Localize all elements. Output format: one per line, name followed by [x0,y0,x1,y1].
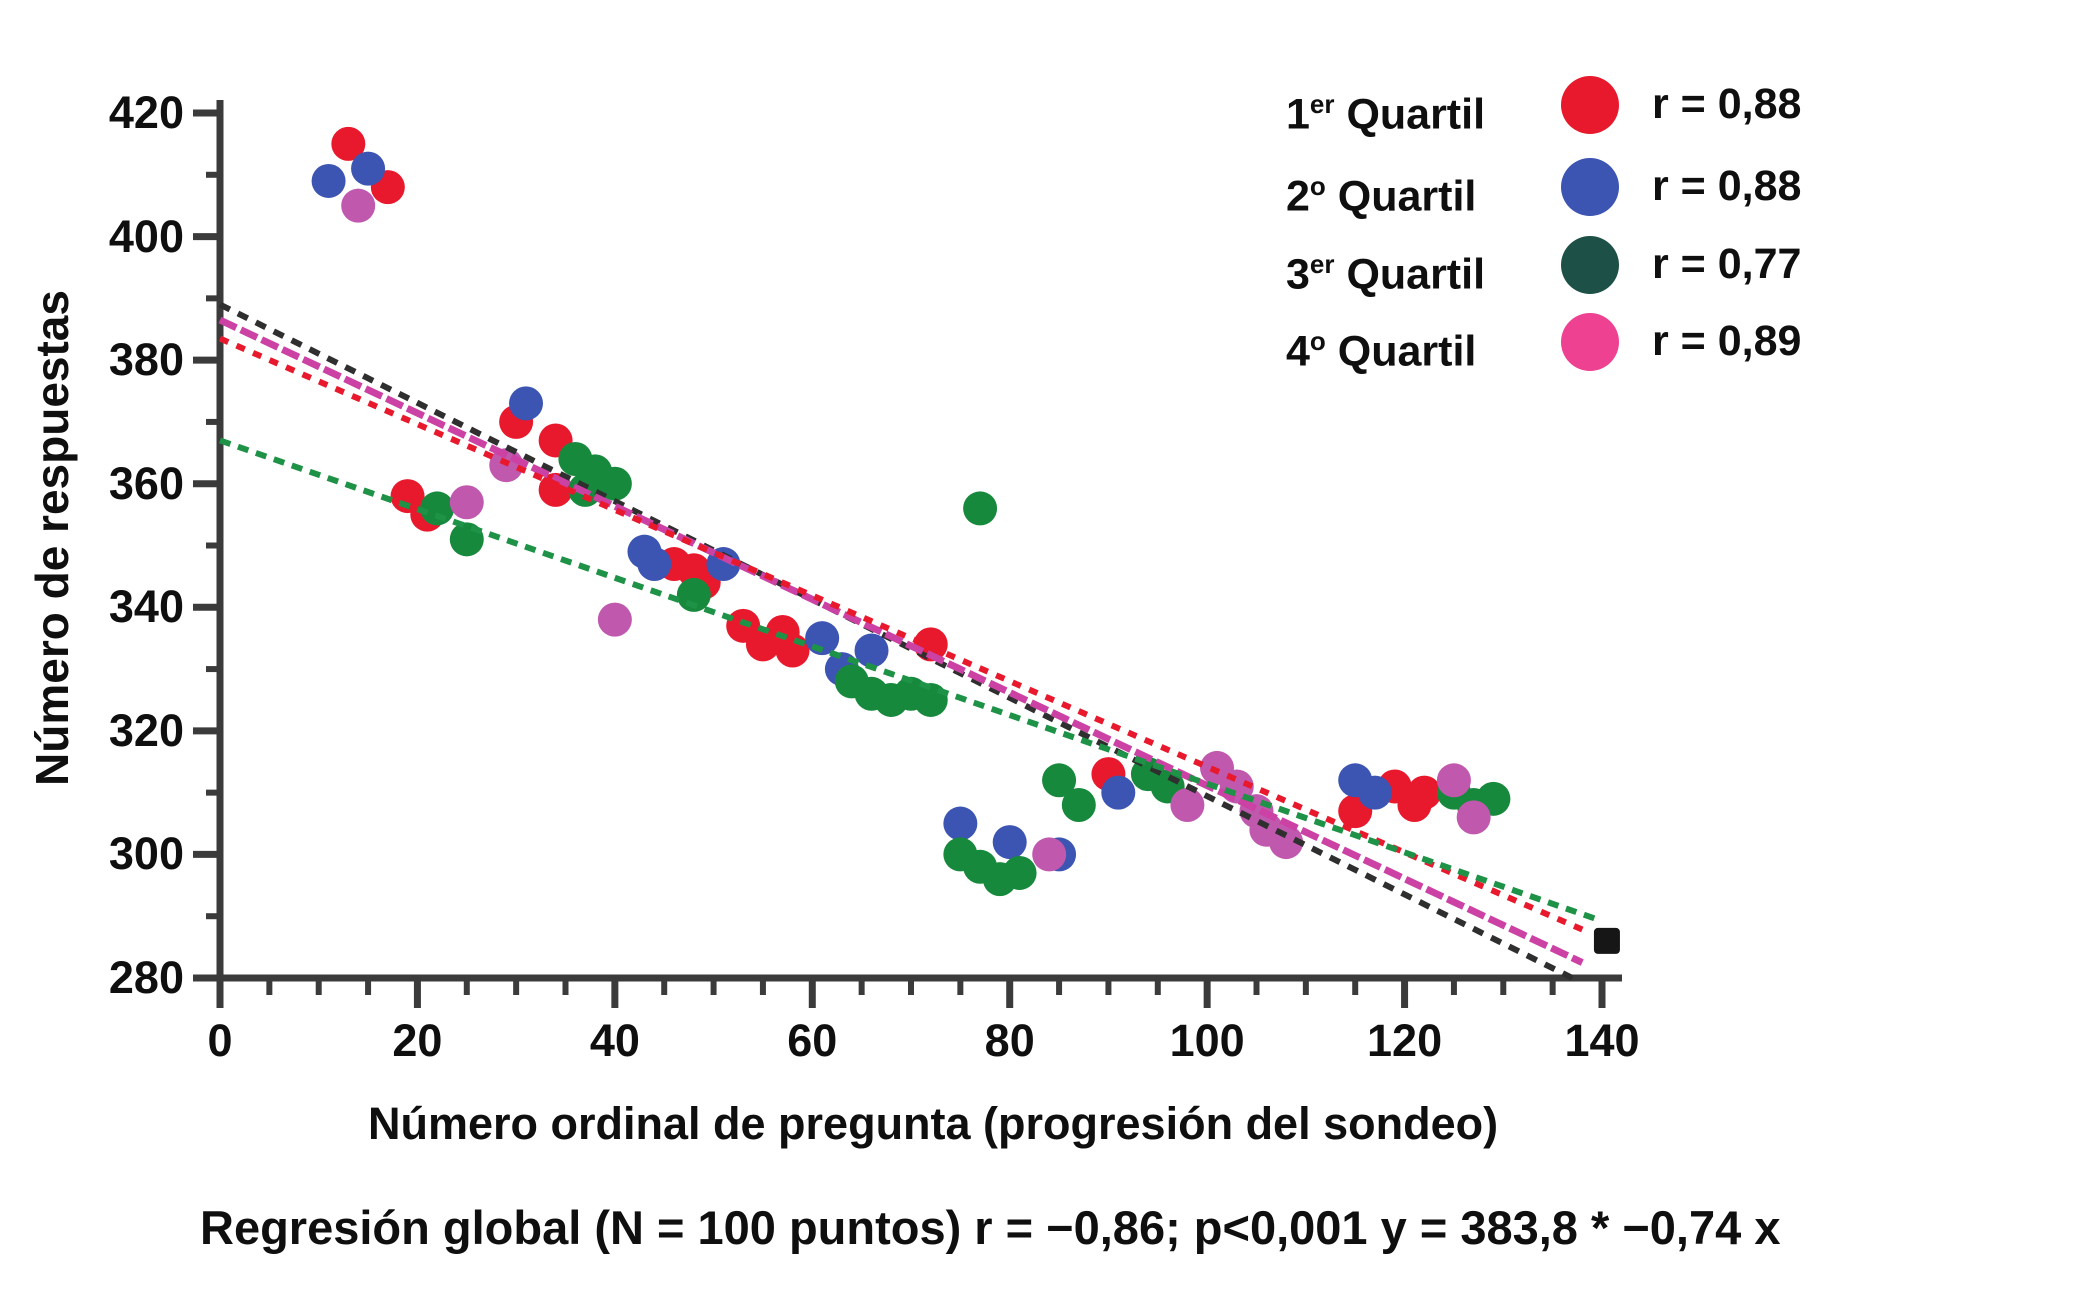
legend-r-value: r = 0,89 [1652,317,1802,365]
x-tick-label: 120 [1367,1015,1443,1066]
global-regression-caption: Regresión global (N = 100 puntos) r = −0… [200,1201,1781,1254]
legend-color-dot [1561,236,1619,294]
scatter-point-q4 [1170,788,1205,822]
x-tick-label: 140 [1564,1015,1640,1066]
y-tick-label: 360 [108,457,184,509]
legend-r-value: r = 0,88 [1652,80,1802,128]
legend-item-label: 2o Quartil [1286,171,1477,221]
y-tick-label: 340 [108,581,184,633]
x-tick-label: 60 [787,1015,838,1066]
legend-item-label: 4o Quartil [1286,326,1477,376]
scatter-point-q2 [637,547,672,582]
scatter-point-q3 [1042,763,1077,798]
line-end-marker [1593,927,1620,954]
legend-color-dot [1561,313,1619,371]
regression-red-line [218,335,1589,935]
scatter-point-q3 [676,577,711,612]
legend-r-value: r = 0,88 [1652,162,1802,210]
scatter-point-q1 [1407,775,1442,810]
y-tick-label: 280 [108,952,184,1003]
axes-lines [216,100,1622,982]
scatter-point-q2 [992,825,1027,860]
x-tick-label: 80 [984,1015,1035,1066]
scatter-point-q2 [1101,775,1136,810]
scatter-point-q4 [1456,800,1491,835]
y-tick-label: 380 [108,334,184,386]
scatter-point-q2 [854,633,889,668]
scatter-point-q2 [311,163,346,198]
y-tick-label: 420 [108,87,184,138]
scatter-point-q2 [943,806,978,841]
x-tick-label: 40 [589,1015,640,1066]
x-tick-label: 0 [207,1015,233,1066]
scatter-point-q3 [597,466,632,501]
scatter-point-q3 [1002,855,1037,890]
y-tick-label: 400 [108,210,184,262]
x-tick-label: 20 [392,1015,443,1066]
x-axis-title: Número ordinal de pregunta (progresión d… [368,1098,1499,1149]
scatter-point-q3 [1061,788,1096,822]
scatter-point-q4 [341,188,376,223]
y-tick-label: 320 [108,704,184,756]
legend-r-value: r = 0,77 [1652,240,1802,288]
legend-color-dot [1561,158,1619,216]
scatter-point-q2 [1357,775,1392,810]
y-tick-label: 300 [108,828,184,880]
scatter-point-q4 [449,485,484,520]
scatter-point-q4 [1436,763,1471,798]
legend-color-dot [1561,76,1619,134]
regression-green-line [219,437,1599,923]
regression-magenta-line [218,316,1584,966]
scatter-point-q2 [351,151,386,186]
scatter-point-q3 [420,491,455,526]
scatter-point-q4 [1032,837,1067,872]
scatter-point-q1 [331,126,366,161]
legend-item-label: 3er Quartil [1286,249,1486,299]
scatter-point-q2 [509,386,544,421]
scatter-point-q4 [597,602,632,637]
x-tick-label: 100 [1169,1015,1245,1066]
legend-item-label: 1er Quartil [1286,89,1486,139]
scatter-point-q3 [963,491,998,526]
scatter-point-q1 [775,633,810,668]
scatter-point-q3 [913,682,948,717]
